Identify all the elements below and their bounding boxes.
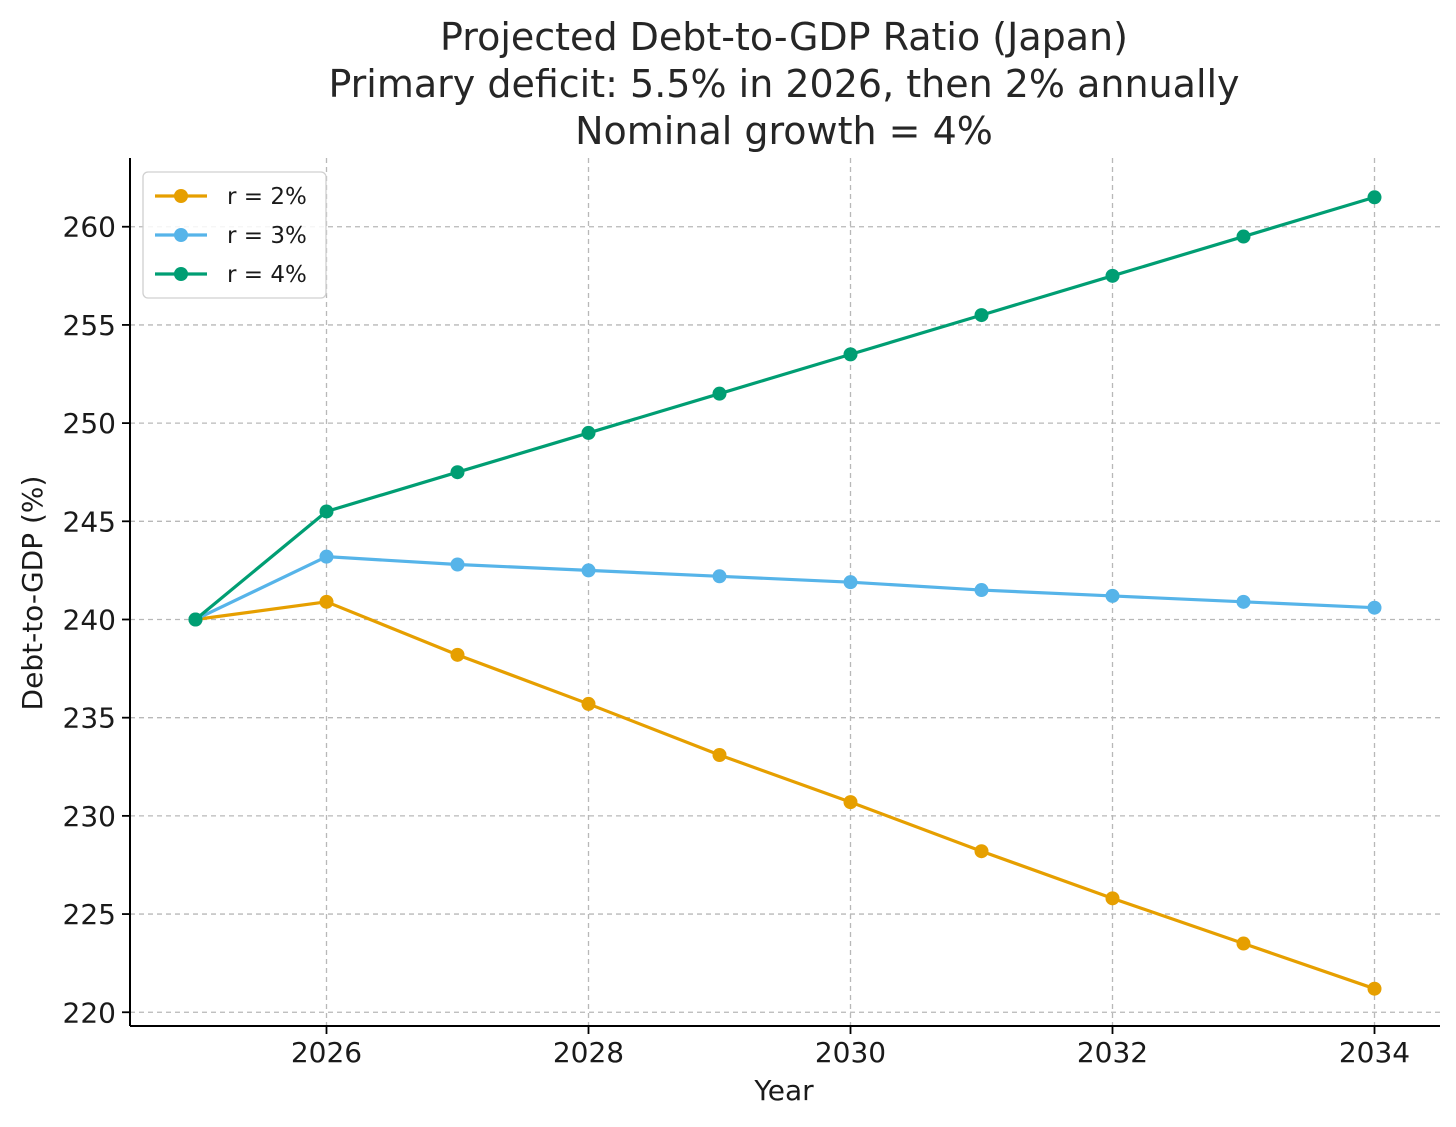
data-point	[974, 308, 989, 323]
data-point	[319, 549, 334, 564]
x-tick-label: 2034	[1339, 1036, 1410, 1069]
series-2	[188, 549, 1382, 627]
x-tick-label: 2030	[815, 1036, 886, 1069]
data-point	[843, 575, 858, 590]
x-axis-label: Year	[753, 1074, 814, 1107]
data-point	[1105, 268, 1120, 283]
chart-title-line-3: Nominal growth = 4%	[575, 109, 993, 153]
data-point	[581, 696, 596, 711]
series-1	[188, 594, 1382, 996]
legend-label: r = 2%	[227, 184, 307, 210]
series-line	[194, 555, 1375, 621]
legend: r = 2% r = 3% r = 4%	[142, 171, 327, 299]
legend-label: r = 4%	[227, 262, 307, 288]
legend-label: r = 3%	[227, 223, 307, 249]
data-point	[450, 647, 465, 662]
axes	[122, 158, 1440, 1034]
data-point	[1236, 936, 1251, 951]
data-point	[712, 747, 727, 762]
chart-title: Projected Debt-to-GDP Ratio (Japan) Prim…	[328, 15, 1239, 153]
y-tick-label: 225	[63, 898, 116, 931]
y-tick-label: 255	[63, 309, 116, 342]
y-axis-label: Debt-to-GDP (%)	[16, 476, 49, 711]
series-line	[195, 600, 1376, 991]
data-point	[319, 594, 334, 609]
data-point	[581, 563, 596, 578]
legend-marker	[174, 267, 188, 281]
data-point	[974, 583, 989, 598]
legend-item: r = 3%	[155, 223, 307, 249]
tick-labels: 220 225 230 235 240 245 250 255 260 2026 2028 2030 2…	[63, 211, 1411, 1069]
legend-item: r = 4%	[155, 262, 307, 288]
series-lines	[188, 190, 1382, 996]
data-point	[1367, 600, 1382, 615]
y-tick-label: 240	[63, 603, 116, 636]
x-tick-label: 2032	[1077, 1036, 1148, 1069]
chart-title-line-1: Projected Debt-to-GDP Ratio (Japan)	[440, 15, 1128, 59]
data-point	[1367, 190, 1382, 205]
y-tick-label: 220	[63, 996, 116, 1029]
data-point	[712, 569, 727, 584]
y-tick-label: 235	[63, 702, 116, 735]
grid	[130, 158, 1440, 1026]
data-point	[974, 844, 989, 859]
legend-marker	[174, 228, 188, 242]
y-tick-label: 230	[63, 800, 116, 833]
y-tick-label: 250	[63, 407, 116, 440]
legend-item: r = 2%	[155, 184, 307, 210]
data-point	[319, 504, 334, 519]
chart-title-line-2: Primary deficit: 5.5% in 2026, then 2% a…	[328, 62, 1239, 106]
data-point	[1105, 588, 1120, 603]
legend-box	[142, 171, 327, 299]
data-point	[450, 465, 465, 480]
data-point	[1105, 891, 1120, 906]
data-point	[581, 425, 596, 440]
data-point	[712, 386, 727, 401]
data-point	[843, 795, 858, 810]
data-point	[1236, 229, 1251, 244]
series-3	[188, 190, 1382, 627]
data-point	[450, 557, 465, 572]
x-tick-label: 2028	[553, 1036, 624, 1069]
legend-marker	[174, 189, 188, 203]
data-point	[843, 347, 858, 362]
data-point	[1236, 594, 1251, 609]
y-tick-label: 245	[63, 505, 116, 538]
x-tick-label: 2026	[291, 1036, 362, 1069]
data-point	[1367, 981, 1382, 996]
series-line	[194, 195, 1375, 621]
data-point	[188, 612, 203, 627]
y-tick-label: 260	[63, 211, 116, 244]
